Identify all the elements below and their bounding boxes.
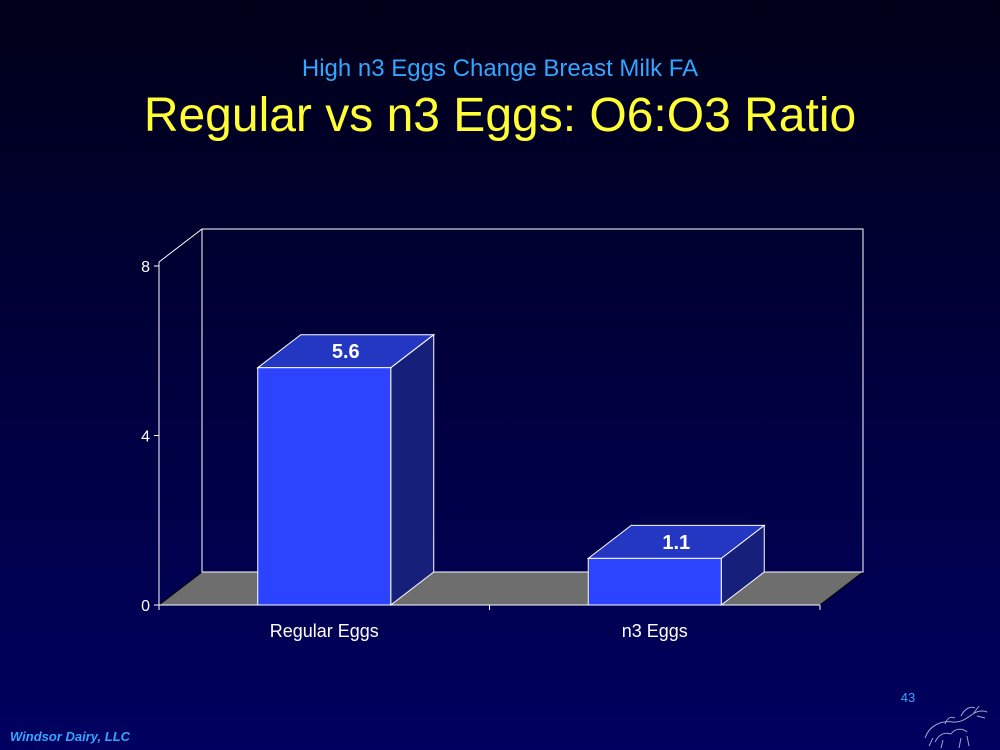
data-label: 1.1 xyxy=(662,532,690,554)
bar-n3-eggs xyxy=(586,524,766,607)
x-tick-label: n3 Eggs xyxy=(622,621,688,641)
chart-bars xyxy=(256,333,766,607)
y-tick-label: 8 xyxy=(141,259,150,276)
data-label: 5.6 xyxy=(332,341,360,363)
bar-front xyxy=(587,557,722,606)
slide-number: 43 xyxy=(900,690,916,705)
chart-depth-edge xyxy=(158,228,203,263)
slide-title: Regular vs n3 Eggs: O6:O3 Ratio xyxy=(143,89,857,142)
y-tick-label: 0 xyxy=(141,598,150,615)
cattle-sketch-icon xyxy=(924,705,988,749)
bar-side xyxy=(390,333,435,607)
chart-labels: 0 4 8 5.6 Regular Eggs 1.1 n3 Eggs xyxy=(141,259,690,641)
footer-company: Windsor Dairy, LLC xyxy=(10,729,131,744)
bar-regular-eggs xyxy=(256,333,436,607)
y-tick-label: 4 xyxy=(141,429,150,446)
chart-back-wall xyxy=(201,228,864,573)
bar-front xyxy=(257,367,392,606)
x-tick-label: Regular Eggs xyxy=(270,621,379,641)
slide-subtitle: High n3 Eggs Change Breast Milk FA xyxy=(301,55,699,82)
